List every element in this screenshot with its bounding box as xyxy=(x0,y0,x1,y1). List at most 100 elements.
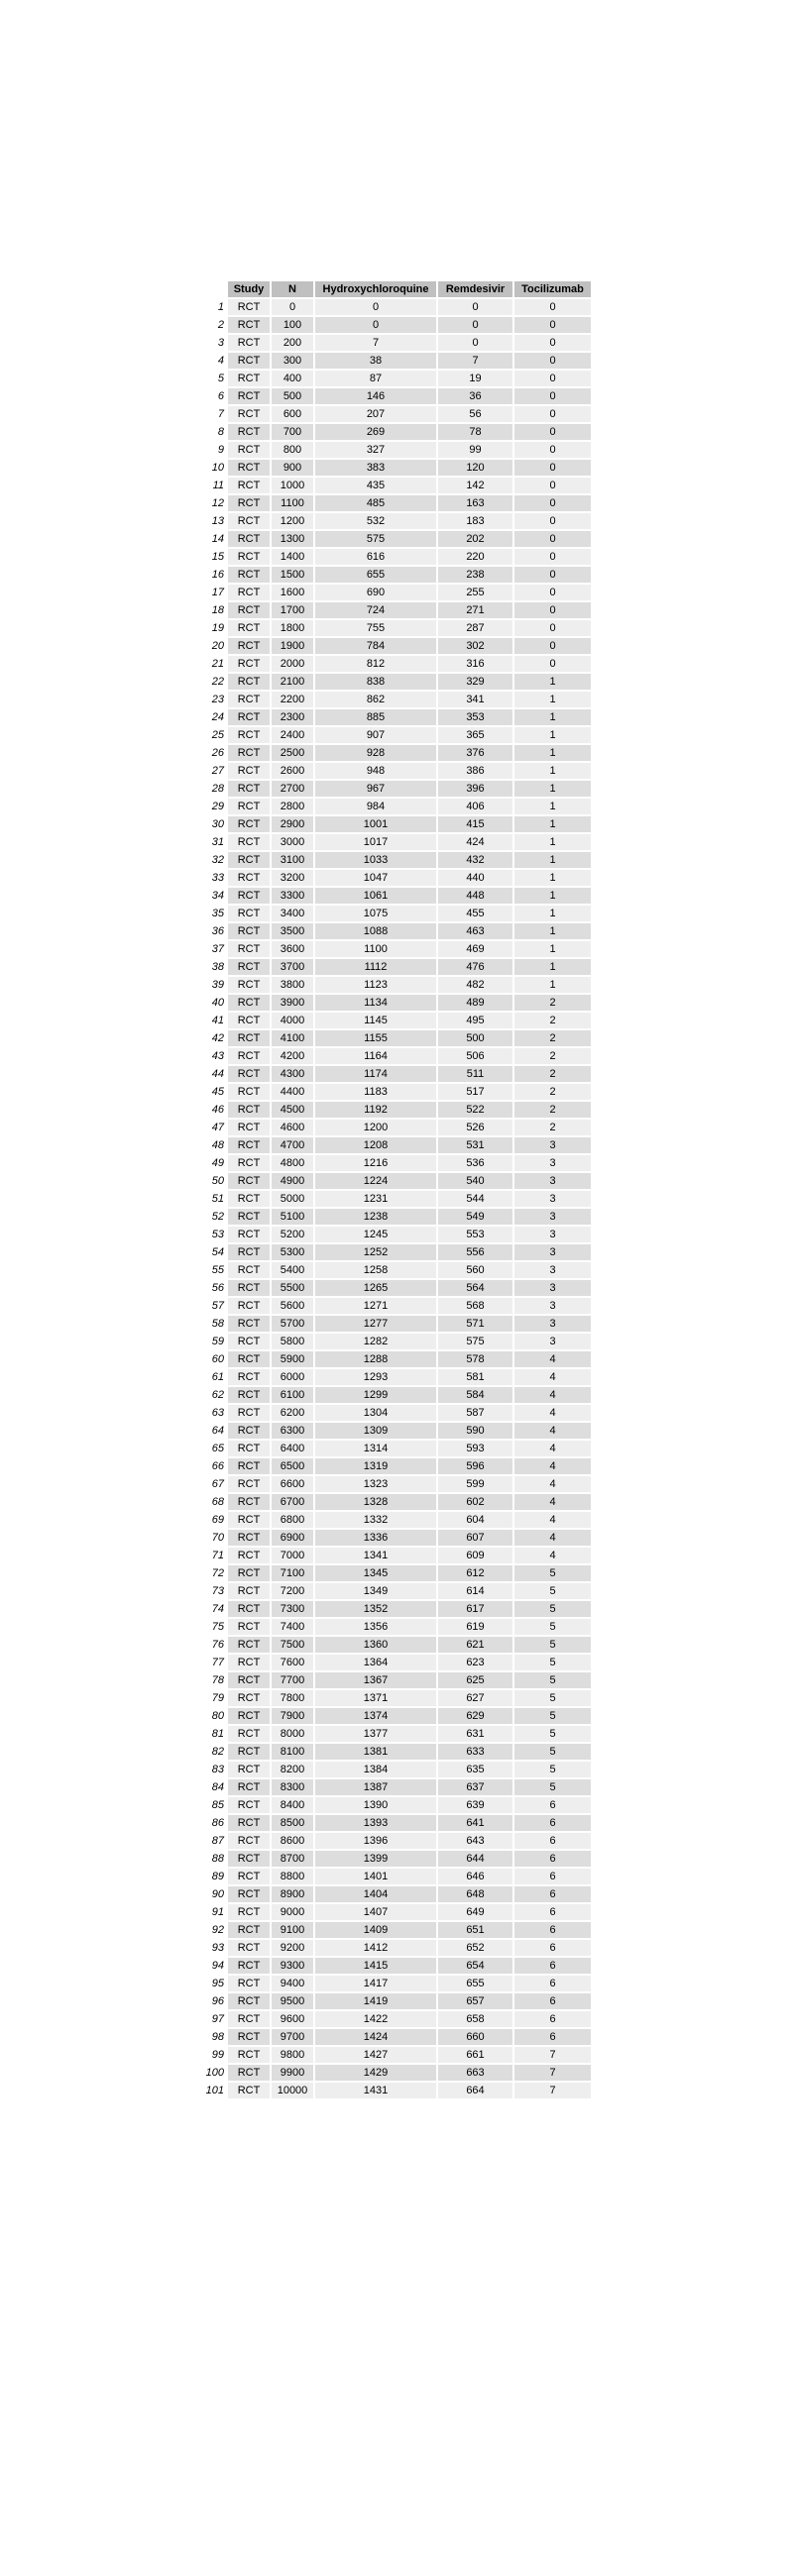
cell-n: 8300 xyxy=(272,1779,313,1795)
cell-remdesivir: 649 xyxy=(438,1904,512,1920)
cell-tocilizumab: 2 xyxy=(514,995,591,1011)
cell-study: RCT xyxy=(228,1851,270,1867)
table-row: 45 RCT 4400 1183 517 2 xyxy=(200,1084,591,1100)
header-study: Study xyxy=(228,281,270,297)
cell-study: RCT xyxy=(228,1013,270,1028)
cell-study: RCT xyxy=(228,1690,270,1706)
cell-study: RCT xyxy=(228,1548,270,1563)
cell-n: 5400 xyxy=(272,1262,313,1278)
cell-hydroxychloroquine: 1328 xyxy=(315,1494,436,1510)
cell-hydroxychloroquine: 383 xyxy=(315,460,436,476)
cell-remdesivir: 609 xyxy=(438,1548,512,1563)
table-row: 34 RCT 3300 1061 448 1 xyxy=(200,888,591,904)
cell-remdesivir: 575 xyxy=(438,1334,512,1349)
row-index: 83 xyxy=(211,1764,224,1775)
cell-hydroxychloroquine: 1309 xyxy=(315,1423,436,1439)
cell-hydroxychloroquine: 1238 xyxy=(315,1209,436,1225)
cell-remdesivir: 36 xyxy=(438,388,512,404)
table-row: 1 RCT 0 0 0 0 xyxy=(200,299,591,315)
row-index: 20 xyxy=(211,640,224,652)
table-row: 86 RCT 8500 1393 641 6 xyxy=(200,1815,591,1831)
row-index: 87 xyxy=(211,1835,224,1847)
cell-study: RCT xyxy=(228,460,270,476)
cell-remdesivir: 406 xyxy=(438,799,512,814)
cell-hydroxychloroquine: 1183 xyxy=(315,1084,436,1100)
cell-hydroxychloroquine: 1288 xyxy=(315,1351,436,1367)
cell-n: 6600 xyxy=(272,1476,313,1492)
row-index: 15 xyxy=(211,551,224,563)
cell-tocilizumab: 6 xyxy=(514,2029,591,2045)
cell-n: 3200 xyxy=(272,870,313,886)
cell-remdesivir: 386 xyxy=(438,763,512,779)
cell-n: 3500 xyxy=(272,923,313,939)
table-row: 54 RCT 5300 1252 556 3 xyxy=(200,1244,591,1260)
cell-hydroxychloroquine: 1319 xyxy=(315,1458,436,1474)
cell-hydroxychloroquine: 1417 xyxy=(315,1976,436,1991)
cell-remdesivir: 571 xyxy=(438,1316,512,1332)
row-index: 65 xyxy=(211,1443,224,1454)
row-index: 89 xyxy=(211,1871,224,1882)
row-index: 7 xyxy=(217,408,224,420)
cell-hydroxychloroquine: 1409 xyxy=(315,1922,436,1938)
table-row: 62 RCT 6100 1299 584 4 xyxy=(200,1387,591,1403)
cell-hydroxychloroquine: 327 xyxy=(315,442,436,458)
row-index: 97 xyxy=(211,2013,224,2025)
table-row: 23 RCT 2200 862 341 1 xyxy=(200,692,591,707)
cell-n: 6200 xyxy=(272,1405,313,1421)
cell-hydroxychloroquine: 1381 xyxy=(315,1744,436,1760)
row-index: 43 xyxy=(211,1050,224,1062)
cell-remdesivir: 142 xyxy=(438,478,512,493)
cell-hydroxychloroquine: 1061 xyxy=(315,888,436,904)
row-index: 48 xyxy=(211,1139,224,1151)
cell-hydroxychloroquine: 1277 xyxy=(315,1316,436,1332)
cell-hydroxychloroquine: 1429 xyxy=(315,2065,436,2081)
cell-hydroxychloroquine: 1258 xyxy=(315,1262,436,1278)
cell-n: 6500 xyxy=(272,1458,313,1474)
cell-remdesivir: 329 xyxy=(438,674,512,690)
cell-remdesivir: 238 xyxy=(438,567,512,583)
cell-n: 4500 xyxy=(272,1102,313,1118)
cell-tocilizumab: 5 xyxy=(514,1565,591,1581)
table-row: 68 RCT 6700 1328 602 4 xyxy=(200,1494,591,1510)
cell-study: RCT xyxy=(228,531,270,547)
cell-remdesivir: 365 xyxy=(438,727,512,743)
cell-tocilizumab: 0 xyxy=(514,656,591,672)
header-corner xyxy=(200,281,226,297)
row-index: 68 xyxy=(211,1496,224,1508)
cell-tocilizumab: 6 xyxy=(514,1886,591,1902)
cell-study: RCT xyxy=(228,656,270,672)
cell-remdesivir: 629 xyxy=(438,1708,512,1724)
table-row: 101 RCT 10000 1431 664 7 xyxy=(200,2083,591,2098)
cell-remdesivir: 163 xyxy=(438,495,512,511)
table-row: 58 RCT 5700 1277 571 3 xyxy=(200,1316,591,1332)
table-row: 92 RCT 9100 1409 651 6 xyxy=(200,1922,591,1938)
cell-tocilizumab: 6 xyxy=(514,1940,591,1956)
cell-tocilizumab: 0 xyxy=(514,585,591,600)
cell-study: RCT xyxy=(228,1655,270,1670)
cell-tocilizumab: 2 xyxy=(514,1030,591,1046)
cell-hydroxychloroquine: 1271 xyxy=(315,1298,436,1314)
cell-hydroxychloroquine: 1323 xyxy=(315,1476,436,1492)
cell-tocilizumab: 0 xyxy=(514,549,591,565)
cell-remdesivir: 614 xyxy=(438,1583,512,1599)
cell-remdesivir: 544 xyxy=(438,1191,512,1207)
cell-tocilizumab: 4 xyxy=(514,1494,591,1510)
cell-n: 6000 xyxy=(272,1369,313,1385)
table-row: 79 RCT 7800 1371 627 5 xyxy=(200,1690,591,1706)
cell-n: 700 xyxy=(272,424,313,440)
cell-n: 6700 xyxy=(272,1494,313,1510)
row-index: 54 xyxy=(211,1246,224,1258)
cell-n: 5000 xyxy=(272,1191,313,1207)
cell-hydroxychloroquine: 1174 xyxy=(315,1066,436,1082)
cell-n: 8800 xyxy=(272,1869,313,1884)
cell-remdesivir: 621 xyxy=(438,1637,512,1653)
cell-n: 9200 xyxy=(272,1940,313,1956)
cell-study: RCT xyxy=(228,1726,270,1742)
table-row: 17 RCT 1600 690 255 0 xyxy=(200,585,591,600)
cell-tocilizumab: 5 xyxy=(514,1637,591,1653)
row-index: 3 xyxy=(217,337,224,349)
cell-hydroxychloroquine: 38 xyxy=(315,353,436,369)
cell-tocilizumab: 5 xyxy=(514,1655,591,1670)
cell-hydroxychloroquine: 1134 xyxy=(315,995,436,1011)
cell-study: RCT xyxy=(228,692,270,707)
